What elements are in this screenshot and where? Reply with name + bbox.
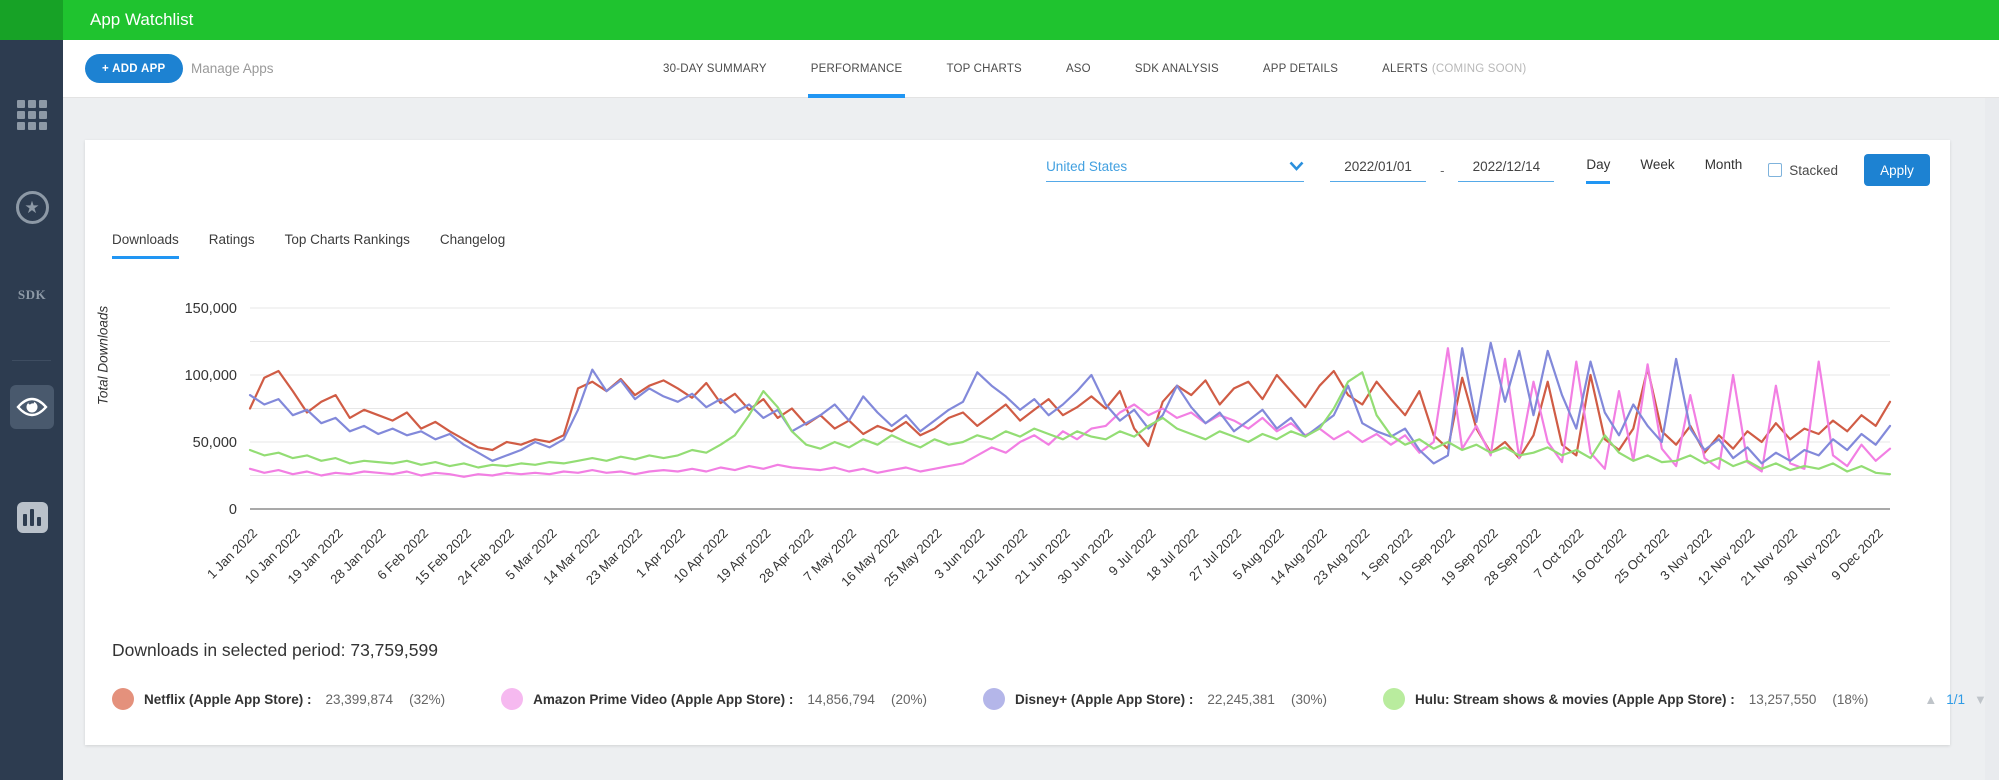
y-tick-label: 0	[229, 502, 237, 518]
date-separator: -	[1440, 162, 1445, 178]
country-select[interactable]: United States	[1046, 158, 1305, 182]
top-tabs: 30-DAY SUMMARY PERFORMANCE TOP CHARTS AS…	[660, 40, 1529, 98]
legend-value: 14,856,794	[807, 691, 875, 707]
granularity-week[interactable]: Week	[1640, 156, 1675, 172]
legend-name: Hulu: Stream shows & movies (Apple App S…	[1414, 691, 1735, 707]
apps-grid-icon	[17, 100, 47, 130]
tab-top-charts[interactable]: TOP CHARTS	[946, 63, 1022, 75]
legend-pct: (30%)	[1290, 691, 1327, 707]
tab-30-day-summary[interactable]: 30-DAY SUMMARY	[663, 63, 767, 75]
tab-sdk-analysis[interactable]: SDK ANALYSIS	[1134, 63, 1219, 75]
sidebar-item-top-apps[interactable]: ★	[10, 185, 54, 229]
page-up-icon[interactable]: ▲	[1924, 691, 1938, 707]
tab-alerts-coming-soon: (COMING SOON)	[1431, 63, 1527, 75]
stacked-checkbox[interactable]	[1768, 163, 1783, 177]
sdk-icon: SDK	[17, 287, 47, 302]
page-down-icon[interactable]: ▼	[1974, 691, 1987, 707]
sidebar-item-watchlist[interactable]	[10, 385, 54, 429]
legend-item-netflix[interactable]: Netflix (Apple App Store) : 23,399,874 (…	[112, 688, 445, 710]
granularity-month[interactable]: Month	[1704, 156, 1743, 172]
legend-name: Amazon Prime Video (Apple App Store) :	[533, 691, 794, 707]
legend-pagination: ▲ 1/1 ▼	[1924, 692, 1987, 707]
legend-value: 13,257,550	[1748, 691, 1817, 707]
legend-pct: (32%)	[409, 691, 446, 707]
date-from-input[interactable]	[1330, 158, 1427, 182]
y-tick-label: 50,000	[193, 435, 237, 451]
subtab-changelog[interactable]: Changelog	[439, 232, 506, 247]
subtab-downloads[interactable]: Downloads	[112, 232, 179, 259]
date-to-input[interactable]	[1458, 158, 1555, 182]
page-title: App Watchlist	[90, 10, 194, 29]
legend-name: Netflix (Apple App Store) :	[144, 691, 312, 707]
legend-item-amazon-prime[interactable]: Amazon Prime Video (Apple App Store) : 1…	[501, 688, 927, 710]
eye-icon	[16, 397, 48, 417]
performance-card: United States - Day Week Month Stacked A…	[85, 140, 1987, 745]
header-corner-block	[0, 0, 63, 40]
granularity-day[interactable]: Day	[1586, 157, 1611, 184]
chart-legend: Netflix (Apple App Store) : 23,399,874 (…	[112, 688, 1987, 710]
legend-item-disney-plus[interactable]: Disney+ (Apple App Store) : 22,245,381 (…	[982, 688, 1327, 710]
page-indicator: 1/1	[1946, 691, 1966, 707]
subtab-top-charts-rankings[interactable]: Top Charts Rankings	[284, 232, 410, 247]
legend-name: Disney+ (Apple App Store) :	[1014, 691, 1194, 707]
star-circle-icon: ★	[15, 190, 49, 224]
series-line-Disney+ (Apple App Store)	[248, 341, 1892, 465]
sidebar: ★ SDK	[0, 40, 63, 780]
legend-value: 22,245,381	[1207, 691, 1275, 707]
right-gutter	[1985, 40, 1999, 780]
stacked-label: Stacked	[1789, 162, 1838, 178]
apply-button[interactable]: Apply	[1864, 154, 1930, 186]
legend-value: 23,399,874	[325, 691, 394, 707]
legend-pct: (20%)	[890, 691, 927, 707]
toolbar: + ADD APP Manage Apps 30-DAY SUMMARY PER…	[63, 40, 1999, 98]
metric-subtabs: Downloads Ratings Top Charts Rankings Ch…	[112, 232, 505, 259]
period-summary: Downloads in selected period: 73,759,599	[112, 640, 438, 660]
tab-alerts[interactable]: ALERTS (COMING SOON)	[1379, 40, 1529, 98]
amazon-prime-dot-icon	[501, 688, 524, 710]
tab-app-details[interactable]: APP DETAILS	[1262, 63, 1339, 75]
series-line-Hulu: Stream shows & movies (Apple App Store)	[248, 371, 1892, 476]
chevron-down-icon	[1289, 161, 1304, 171]
subtab-ratings[interactable]: Ratings	[208, 232, 255, 247]
sidebar-item-charts[interactable]	[10, 495, 54, 539]
country-select-value: United States	[1046, 158, 1128, 174]
sidebar-item-apps[interactable]	[10, 93, 54, 137]
tab-performance[interactable]: PERFORMANCE	[807, 40, 906, 98]
y-tick-label: 100,000	[185, 368, 237, 384]
y-axis-title: Total Downloads	[95, 305, 111, 406]
netflix-dot-icon	[112, 688, 134, 710]
app-header: App Watchlist	[0, 0, 1999, 40]
hulu-dot-icon	[1382, 688, 1405, 710]
sidebar-divider	[12, 360, 51, 361]
bar-chart-icon	[16, 501, 48, 533]
filter-row: United States - Day Week Month Stacked A…	[1046, 154, 1930, 186]
tab-alerts-label: ALERTS	[1382, 63, 1428, 75]
tab-aso[interactable]: ASO	[1065, 63, 1091, 75]
granularity-group: Day Week Month	[1586, 157, 1742, 184]
manage-apps-link[interactable]: Manage Apps	[191, 61, 274, 76]
stacked-toggle[interactable]: Stacked	[1768, 163, 1838, 178]
legend-item-hulu[interactable]: Hulu: Stream shows & movies (Apple App S…	[1382, 688, 1869, 710]
legend-pct: (18%)	[1832, 691, 1869, 707]
add-app-button[interactable]: + ADD APP	[85, 54, 183, 83]
sidebar-item-sdk[interactable]: SDK	[10, 273, 54, 317]
disney-plus-dot-icon	[982, 688, 1005, 710]
y-tick-label: 150,000	[185, 301, 237, 317]
